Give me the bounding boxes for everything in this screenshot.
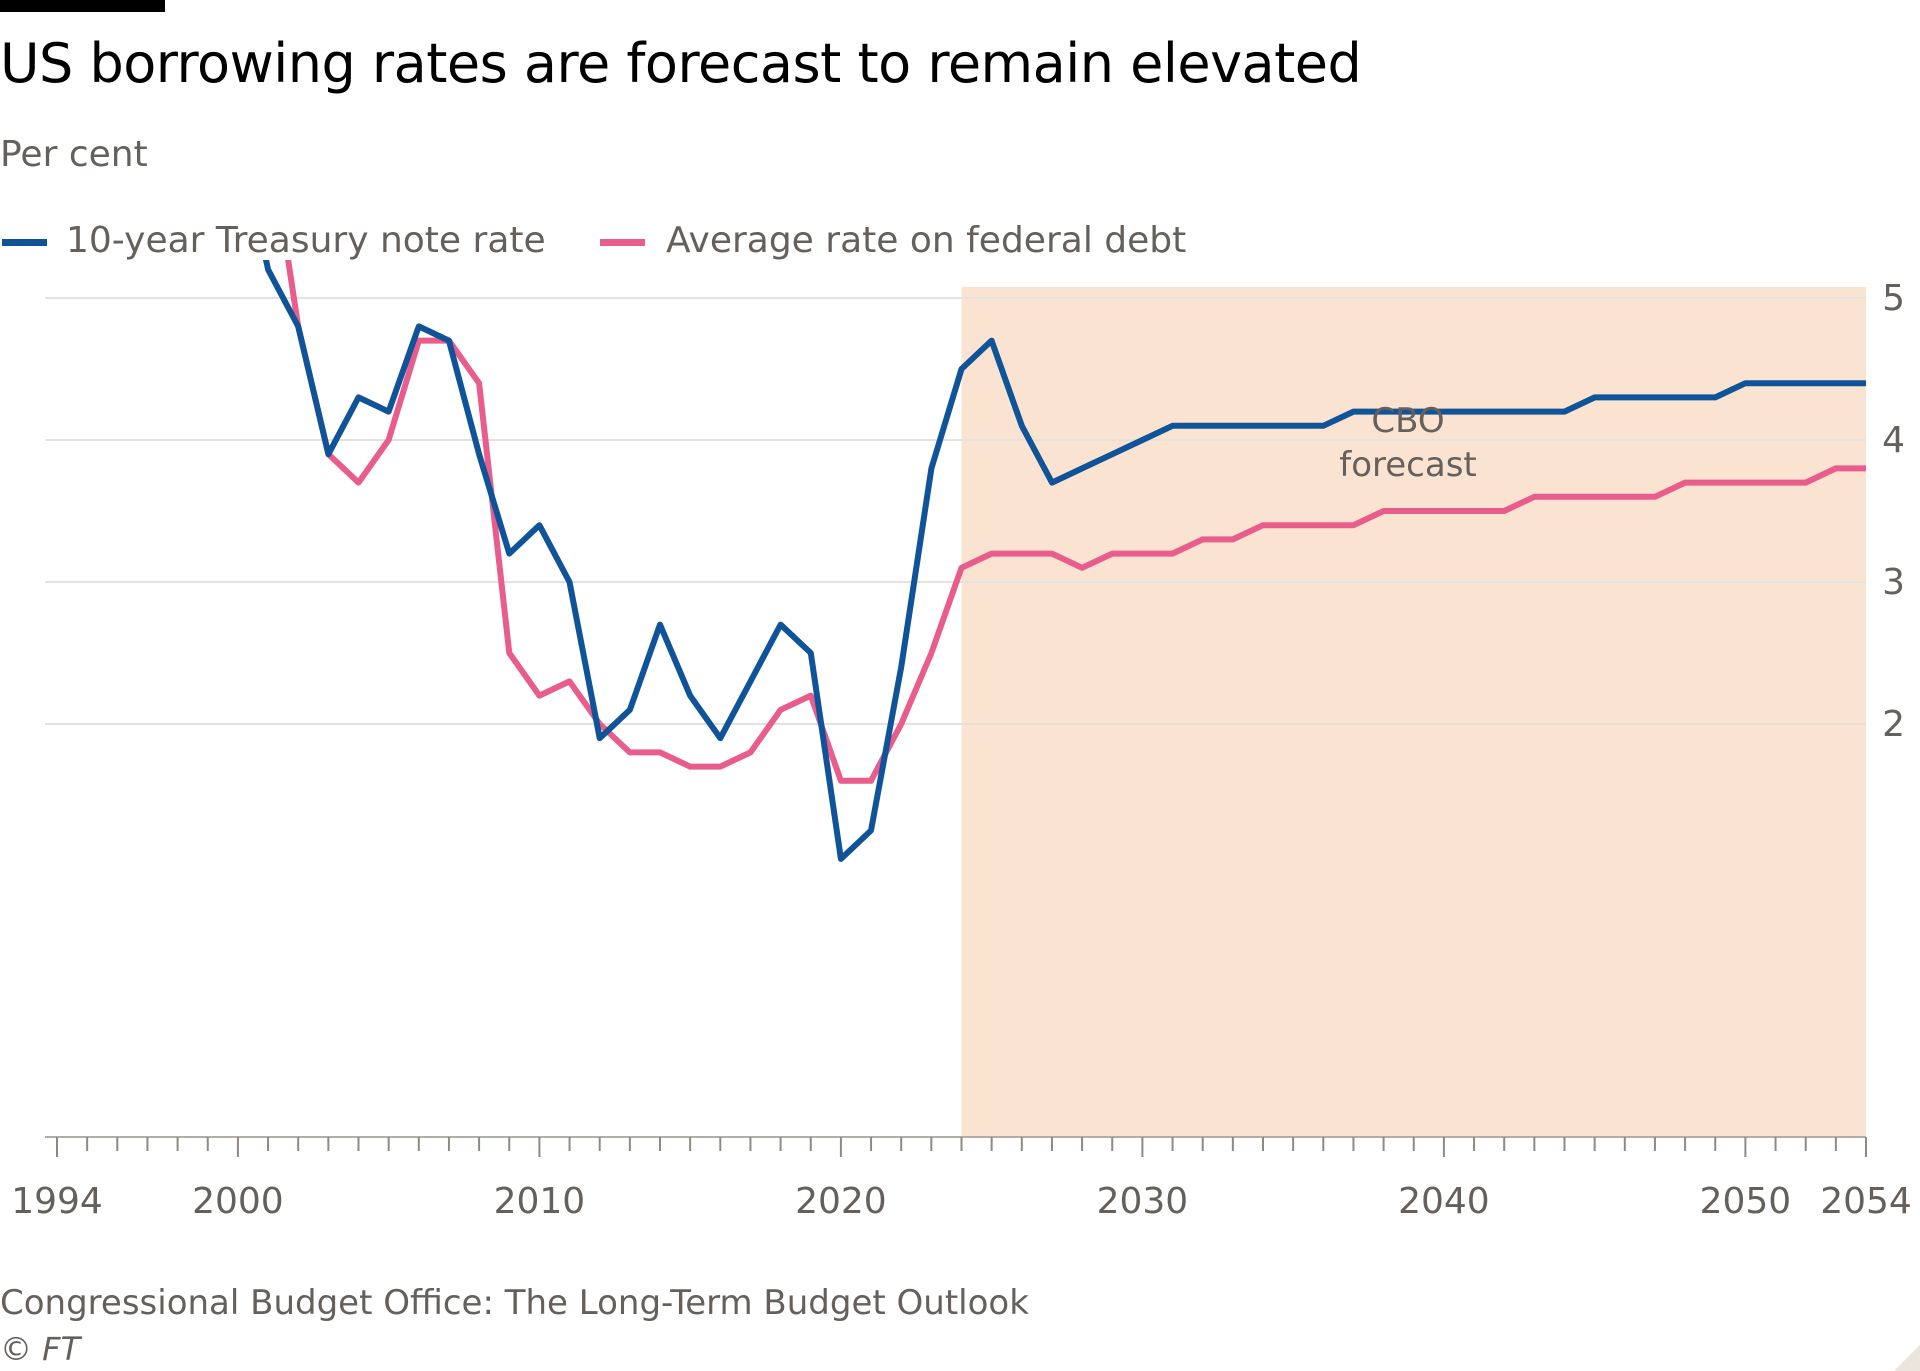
y-tick-label-3: 3 [1882, 562, 1905, 603]
legend-swatch-treasury [2, 239, 47, 246]
forecast-region-layer [961, 287, 1866, 1137]
chart-title: US borrowing rates are forecast to remai… [0, 32, 1362, 95]
legend-swatch-federal-debt [600, 239, 645, 246]
tick-labels: 23456719942000201020202030204020502054 [11, 278, 1912, 1222]
line-chart: 23456719942000201020202030204020502054 C… [11, 260, 1912, 1222]
series-line-treasury [262, 260, 1866, 862]
x-tick-label-2030: 2030 [1097, 1181, 1189, 1222]
x-axis [45, 1136, 1867, 1157]
top-accent-bar [0, 0, 165, 12]
x-tick-label-2054: 2054 [1820, 1181, 1912, 1222]
forecast-label-line-1: CBO [1371, 401, 1444, 441]
x-tick-label-2050: 2050 [1700, 1181, 1792, 1222]
x-tick-label-1994: 1994 [11, 1181, 103, 1222]
series-lines [262, 260, 1866, 862]
series-line-federal-debt [285, 260, 1866, 784]
forecast-label-line-2: forecast [1339, 445, 1477, 485]
source-note: Congressional Budget Office: The Long-Te… [0, 1283, 1029, 1323]
y-tick-label-2: 2 [1882, 704, 1905, 745]
legend-label-federal-debt: Average rate on federal debt [666, 220, 1187, 261]
forecast-shaded-region [961, 287, 1866, 1137]
chart-subtitle: Per cent [0, 134, 148, 175]
y-tick-label-5: 5 [1882, 278, 1905, 319]
x-tick-label-2010: 2010 [494, 1181, 586, 1222]
y-tick-label-4: 4 [1882, 420, 1905, 461]
legend-label-treasury: 10-year Treasury note rate [66, 220, 546, 261]
x-tick-label-2000: 2000 [192, 1181, 284, 1222]
x-tick-label-2040: 2040 [1398, 1181, 1490, 1222]
corner-mark [1894, 1345, 1920, 1371]
credit-note: © FT [0, 1330, 81, 1368]
x-tick-label-2020: 2020 [795, 1181, 887, 1222]
